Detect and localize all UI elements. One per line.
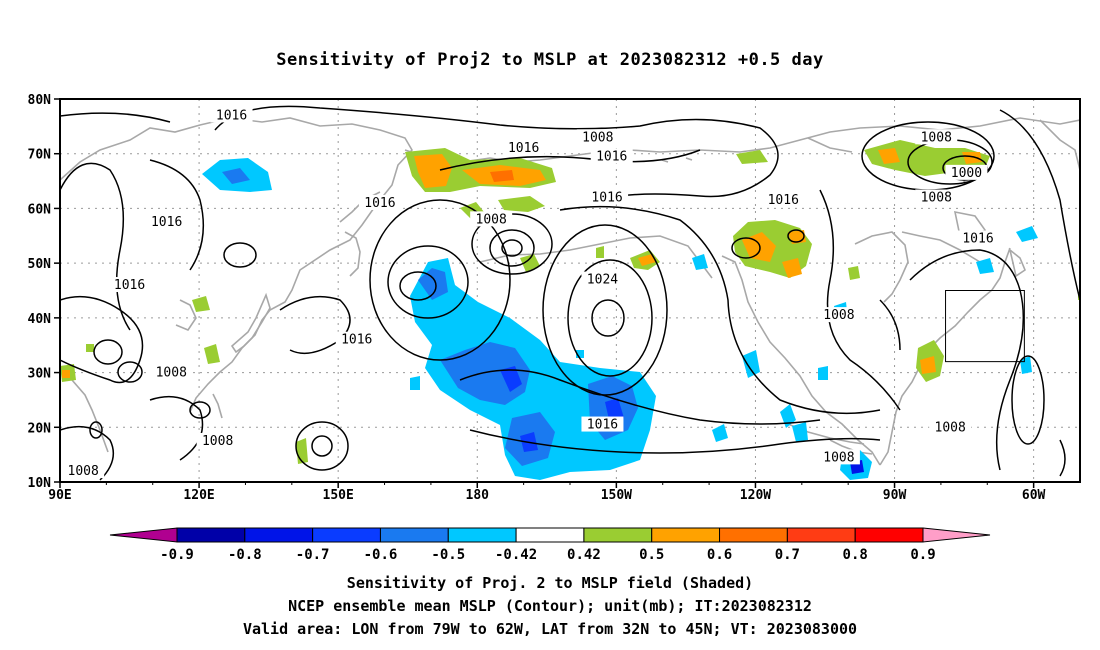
mslp-contours [60, 105, 1080, 481]
colorbar-high-extend [922, 527, 991, 543]
colorbar-swatch [447, 527, 517, 543]
contour-label-background [108, 277, 151, 293]
contour-label: 1008 [202, 434, 233, 449]
contour-label: 1016 [508, 141, 539, 156]
colorbar-label: 0.42 [567, 547, 601, 563]
colorbar: -0.9 -0.8 -0.7 -0.6 -0.5 -0.42 0.42 0.5 0.6 0.7 0.… [109, 527, 991, 563]
colorbar-swatch [651, 527, 721, 543]
contour-label-background [502, 140, 545, 156]
contour-label: 1016 [216, 108, 247, 123]
contour-label: 1024 [587, 273, 618, 288]
contour-label-background [929, 419, 972, 435]
colorbar-label: 0.7 [775, 547, 800, 563]
contour-label-background [581, 416, 624, 432]
colorbar-label: 0.6 [707, 547, 732, 563]
colorbar-swatch [176, 527, 246, 543]
chart-title: Sensitivity of Proj2 to MSLP at 20230823… [276, 50, 824, 70]
footer-line-3: Valid area: LON from 79W to 62W, LAT fro… [242, 620, 858, 638]
contour-label-background [817, 307, 860, 323]
contour-label-background [762, 192, 805, 208]
sensitivity-map: 1016 1008 1016 1016 1016 1008 1016 1016 1008 1000… [28, 93, 1081, 503]
contour-label: 1008 [823, 450, 854, 465]
colorbar-swatch [719, 527, 788, 543]
lat-tick-label: 40N [28, 312, 52, 327]
colorbar-label: -0.42 [495, 547, 537, 563]
contour-label: 1008 [921, 190, 952, 205]
contour-label-background [145, 214, 188, 230]
contour-label: 1016 [962, 232, 993, 247]
contour-label: 1016 [587, 418, 618, 433]
lon-tick-label: 120W [740, 488, 771, 503]
colorbar-swatch [244, 527, 314, 543]
contour-label: 1016 [768, 193, 799, 208]
colorbar-swatch [379, 527, 449, 543]
lat-tick-label: 70N [28, 148, 52, 163]
contour-label: 1008 [823, 308, 854, 323]
footer-line-2: NCEP ensemble mean MSLP (Contour); unit(… [288, 597, 812, 615]
lat-tick-label: 30N [28, 367, 52, 382]
contour-label-background [196, 432, 239, 448]
colorbar-label: -0.9 [160, 547, 194, 563]
contour-label-background [586, 189, 629, 205]
lat-tick-label: 10N [28, 476, 52, 491]
contour-label: 1008 [156, 366, 187, 381]
contour-label-background [817, 449, 860, 465]
colorbar-label: -0.7 [296, 547, 330, 563]
colorbar-low-extend [109, 527, 178, 543]
lat-tick-label: 60N [28, 202, 52, 217]
lat-tick-label: 80N [28, 93, 52, 108]
footer-line-1: Sensitivity of Proj. 2 to MSLP field (Sh… [346, 574, 754, 592]
contour-label: 1016 [114, 278, 145, 293]
contour-label-background [915, 189, 958, 205]
contour-label-background [957, 230, 999, 246]
contour-label-background [150, 364, 193, 380]
contour-label-background [576, 129, 619, 145]
contour-label-background [590, 148, 633, 164]
colorbar-swatch [515, 527, 585, 543]
colorbar-label: 0.8 [843, 547, 868, 563]
lon-tick-label: 150E [323, 488, 354, 503]
contour-label-background [210, 107, 253, 123]
colorbar-swatch [854, 527, 924, 543]
lon-tick-label: 150W [601, 488, 632, 503]
contour-label: 1016 [341, 333, 372, 348]
colorbar-label: 0.5 [639, 547, 664, 563]
lon-tick-label: 90E [48, 488, 71, 503]
colorbar-label: 0.9 [910, 547, 935, 563]
lon-tick-label: 180 [466, 488, 490, 503]
valid-area-box [945, 290, 1025, 363]
contour-label: 1016 [151, 215, 182, 230]
lon-tick-label: 60W [1022, 488, 1046, 503]
contour-label-background [581, 271, 624, 287]
lon-tick-label: 90W [883, 488, 907, 503]
colorbar-swatch [583, 527, 653, 543]
contour-label-background [335, 331, 378, 347]
contour-label: 1016 [596, 149, 627, 164]
contour-label: 1016 [364, 196, 395, 211]
contour-label-background [945, 164, 988, 180]
contour-labels: 1016 1008 1016 1016 1016 1008 1016 1016 1008 1000… [62, 107, 999, 479]
contour-label: 1008 [582, 130, 613, 145]
lon-tick-label: 120E [183, 488, 214, 503]
colorbar-label: -0.6 [364, 547, 398, 563]
contour-label-background [915, 129, 958, 145]
contour-label: 1008 [935, 420, 966, 435]
lat-tick-label: 20N [28, 421, 52, 436]
contour-label-background [470, 211, 513, 227]
colorbar-swatch [786, 527, 856, 543]
colorbar-label: -0.8 [228, 547, 262, 563]
contour-label: 1016 [591, 190, 622, 205]
contour-label-background [62, 463, 105, 479]
contour-label-background [358, 194, 401, 210]
colorbar-label: -0.5 [431, 547, 465, 563]
contour-label: 1008 [68, 464, 99, 479]
lat-tick-label: 50N [28, 257, 52, 272]
contour-label: 1000 [951, 166, 982, 181]
contour-label: 1008 [921, 130, 952, 145]
contour-label: 1008 [476, 212, 507, 227]
colorbar-swatch [312, 527, 381, 543]
